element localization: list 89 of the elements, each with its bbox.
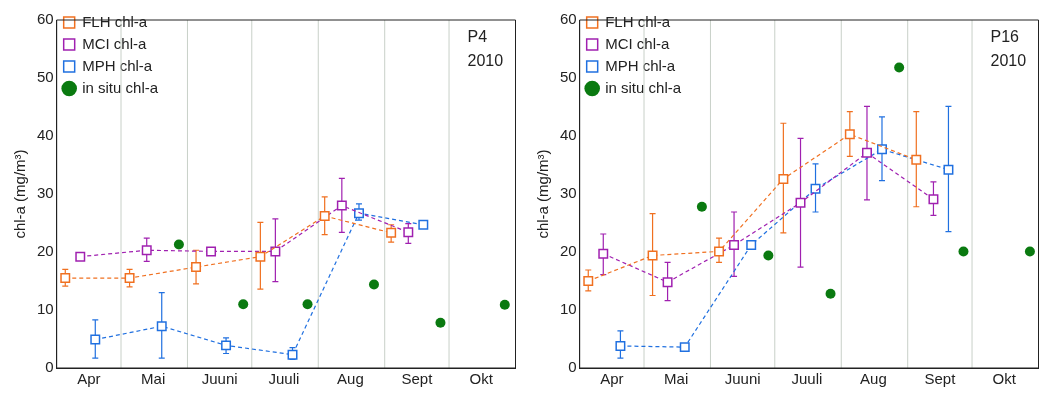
point: [191, 262, 202, 273]
point: [861, 147, 872, 158]
x-tick-label: Apr: [600, 370, 624, 388]
point: [60, 273, 71, 284]
y-tick-label: 0: [45, 358, 54, 376]
point: [124, 273, 135, 284]
point: [435, 317, 446, 328]
point: [943, 164, 954, 175]
point: [825, 288, 836, 299]
y-tick-label: 30: [37, 184, 54, 202]
x-tick-label: Juuli: [268, 370, 300, 388]
point: [319, 211, 330, 222]
legend-label: FLH chl-a: [82, 12, 148, 30]
point: [302, 299, 313, 310]
x-tick-label: Okt: [469, 370, 494, 388]
legend-label: MCI chl-a: [82, 34, 148, 52]
point: [386, 227, 397, 238]
legend-label: MPH chl-a: [605, 56, 676, 74]
point: [877, 144, 887, 155]
point: [206, 246, 217, 257]
x-tick-label: Mai: [141, 370, 166, 388]
point: [894, 62, 905, 73]
annotation: 2010: [467, 52, 504, 70]
point: [844, 129, 855, 140]
x-tick-label: Sept: [924, 370, 957, 388]
point: [1024, 246, 1035, 257]
legend-label: FLH chl-a: [605, 12, 671, 30]
point: [90, 334, 101, 345]
x-tick-label: Aug: [337, 370, 364, 388]
y-tick-label: 20: [37, 242, 54, 260]
point: [354, 208, 364, 219]
point: [403, 227, 414, 238]
point: [810, 183, 821, 194]
point: [615, 340, 626, 351]
point: [221, 340, 232, 351]
point: [583, 276, 594, 286]
point: [679, 342, 690, 353]
y-tick-label: 50: [37, 68, 54, 86]
legend-label: in situ chl-a: [82, 78, 159, 96]
point: [499, 299, 510, 310]
y-tick-label: 20: [560, 242, 577, 260]
point: [714, 246, 725, 257]
point: [336, 200, 347, 211]
legend-label: in situ chl-a: [605, 78, 682, 96]
annotation: P4: [467, 28, 488, 46]
point: [238, 299, 249, 310]
point: [141, 245, 152, 256]
point: [647, 250, 658, 261]
point: [729, 240, 740, 251]
point: [270, 246, 281, 257]
point: [369, 279, 379, 290]
x-tick-label: Sept: [401, 370, 434, 388]
point: [746, 240, 757, 251]
x-tick-label: Mai: [664, 370, 689, 388]
legend-label: MPH chl-a: [82, 56, 153, 74]
y-axis-title: chl-a (mg/m³): [11, 149, 29, 239]
point: [255, 251, 266, 262]
annotation: P16: [990, 28, 1020, 46]
point: [911, 154, 922, 165]
y-tick-label: 40: [560, 126, 577, 144]
y-tick-label: 50: [560, 68, 577, 86]
point: [958, 246, 969, 257]
point: [928, 194, 939, 205]
y-tick-label: 40: [37, 126, 54, 144]
y-tick-label: 10: [37, 300, 54, 318]
annotation: 2010: [990, 52, 1027, 70]
y-tick-label: 30: [560, 184, 577, 202]
y-tick-label: 0: [568, 358, 577, 376]
point: [173, 239, 184, 250]
y-tick-label: 60: [37, 10, 54, 28]
point: [763, 250, 774, 261]
x-tick-label: Juuli: [791, 370, 823, 388]
point: [662, 277, 673, 288]
point: [778, 173, 789, 184]
y-tick-label: 10: [560, 300, 577, 318]
point: [156, 321, 167, 332]
y-tick-label: 60: [560, 10, 577, 28]
x-tick-label: Apr: [77, 370, 101, 388]
x-tick-label: Aug: [860, 370, 887, 388]
point: [75, 251, 86, 262]
y-axis-title: chl-a (mg/m³): [534, 149, 552, 239]
x-tick-label: Juuni: [724, 370, 761, 388]
point: [598, 248, 609, 259]
legend-label: MCI chl-a: [605, 34, 671, 52]
point: [696, 201, 707, 212]
x-tick-label: Okt: [992, 370, 1017, 388]
x-tick-label: Juuni: [201, 370, 238, 388]
point: [418, 219, 429, 230]
point: [795, 197, 806, 208]
